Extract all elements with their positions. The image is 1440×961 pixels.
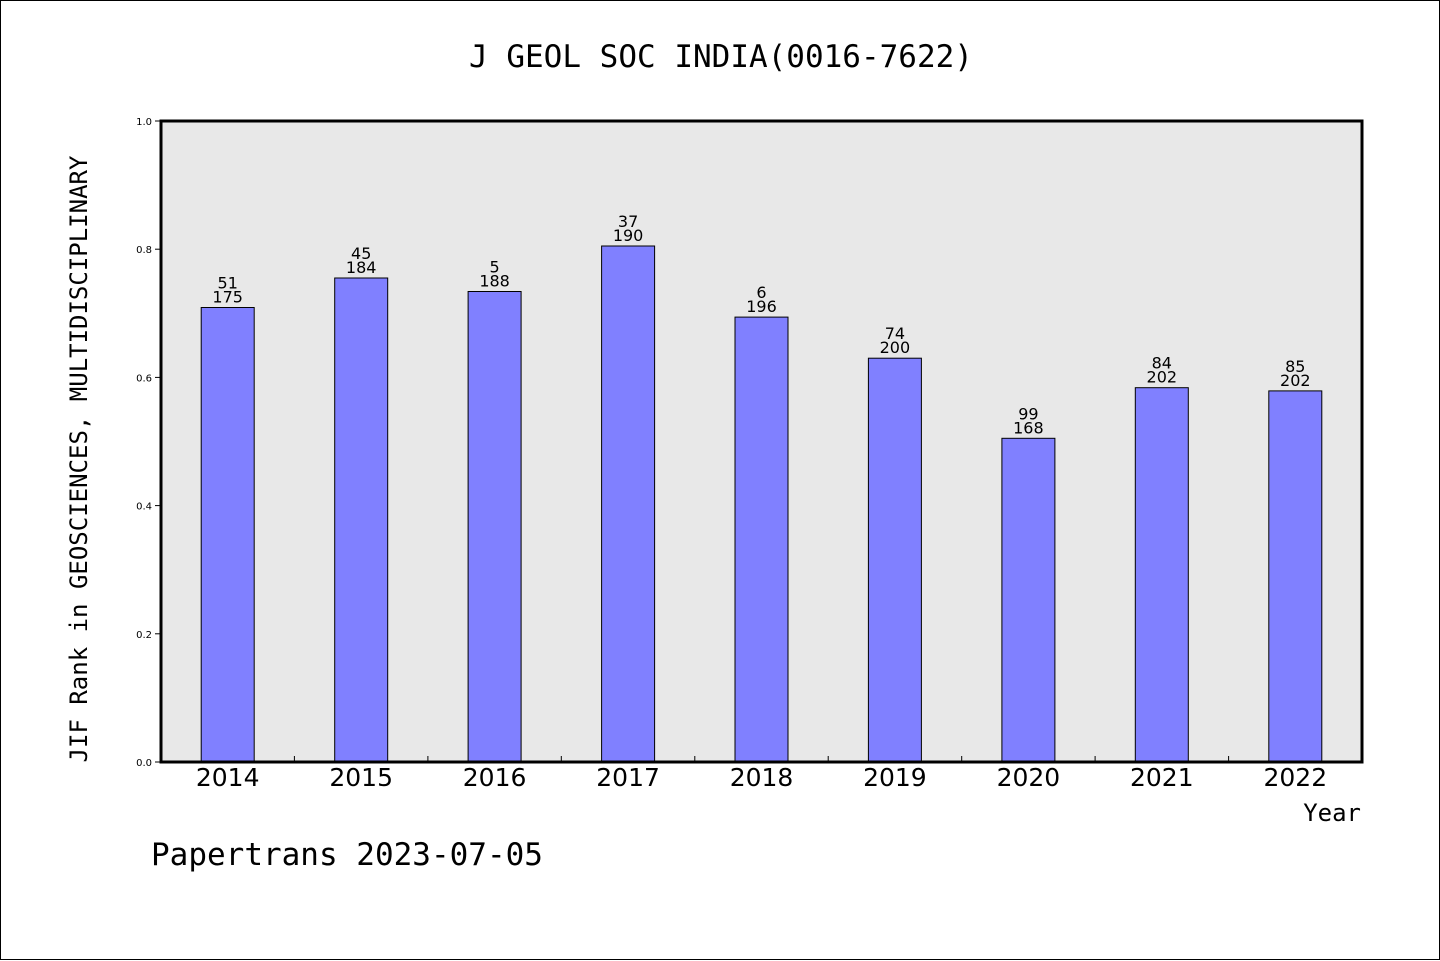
x-tick-label-2021: 2021 bbox=[1130, 763, 1194, 792]
y-axis-label: JIF Rank in GEOSCIENCES, MULTIDISCIPLINA… bbox=[65, 155, 93, 762]
y-tick-label-0.2: 0.2 bbox=[136, 630, 152, 641]
bar-total-label-2017: 190 bbox=[613, 226, 644, 245]
bar-total-label-2021: 202 bbox=[1147, 368, 1178, 387]
bar-rank-label-2017: 37 bbox=[618, 212, 638, 231]
bar-2020 bbox=[1001, 437, 1056, 763]
bar-2021 bbox=[1134, 387, 1189, 763]
bar-total-label-2016: 188 bbox=[479, 272, 510, 291]
bar-total-label-2019: 200 bbox=[880, 338, 911, 357]
chart-title: J GEOL SOC INDIA(0016-7622) bbox=[469, 39, 973, 75]
bar-rank-label-2022: 85 bbox=[1285, 357, 1305, 376]
x-axis-ticks: 2014 2015 2016 2017 2018 2019 2020 2021 2022 bbox=[196, 756, 1327, 792]
bar-rank-label-2018: 6 bbox=[756, 283, 766, 302]
bar-total-label-2015: 184 bbox=[346, 258, 377, 277]
bar-2019 bbox=[867, 357, 922, 763]
y-tick-label-0.0: 0.0 bbox=[136, 758, 152, 769]
bar-2018 bbox=[734, 316, 789, 763]
x-tick-label-2018: 2018 bbox=[730, 763, 794, 792]
bar-2015 bbox=[334, 277, 389, 763]
bar-rank-label-2019: 74 bbox=[885, 324, 905, 343]
bar-rank-label-2015: 45 bbox=[351, 244, 371, 263]
x-tick-label-2022: 2022 bbox=[1263, 763, 1327, 792]
bar-rank-label-2021: 84 bbox=[1152, 354, 1172, 373]
bar-2022 bbox=[1268, 390, 1323, 763]
y-tick-label-0.6: 0.6 bbox=[136, 373, 152, 384]
bar-total-label-2018: 196 bbox=[746, 297, 777, 316]
y-tick-label-0.8: 0.8 bbox=[136, 245, 152, 256]
bar-2017 bbox=[601, 245, 656, 763]
x-axis-label: Year bbox=[1303, 799, 1361, 827]
y-axis-ticks: 0.0 0.2 0.4 0.6 0.8 1.0 bbox=[136, 117, 161, 769]
x-tick-label-2014: 2014 bbox=[196, 763, 260, 792]
bar-total-label-2020: 168 bbox=[1013, 418, 1044, 437]
x-tick-label-2019: 2019 bbox=[863, 763, 927, 792]
bar-2016 bbox=[467, 291, 522, 763]
bar-rank-label-2020: 99 bbox=[1018, 404, 1038, 423]
bar-total-label-2022: 202 bbox=[1280, 371, 1311, 390]
x-tick-label-2015: 2015 bbox=[329, 763, 393, 792]
x-tick-label-2020: 2020 bbox=[997, 763, 1061, 792]
footer-credit: Papertrans 2023-07-05 bbox=[151, 837, 543, 873]
y-tick-label-1.0: 1.0 bbox=[136, 117, 152, 128]
plot-border bbox=[159, 119, 1364, 764]
bar-total-label-2014: 175 bbox=[212, 288, 243, 307]
x-tick-label-2016: 2016 bbox=[463, 763, 527, 792]
y-tick-label-0.4: 0.4 bbox=[136, 502, 152, 513]
bar-rank-label-2014: 51 bbox=[218, 274, 238, 293]
bar-2014 bbox=[200, 307, 255, 763]
bar-rank-label-2016: 5 bbox=[490, 258, 500, 277]
x-tick-label-2017: 2017 bbox=[596, 763, 660, 792]
